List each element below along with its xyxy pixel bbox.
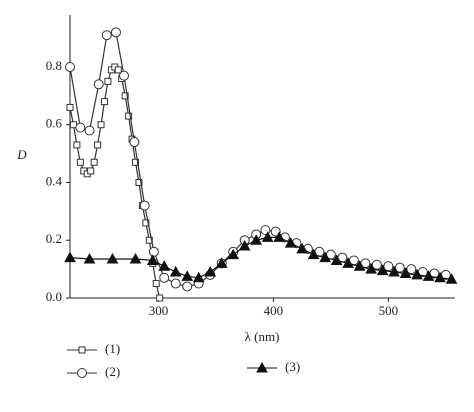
marker-triangle: [319, 251, 331, 263]
marker-triangle: [296, 242, 308, 254]
marker-circle: [170, 278, 181, 289]
marker-square: [73, 141, 81, 149]
marker-square: [97, 121, 105, 129]
marker-triangle: [376, 264, 389, 276]
legend-label: (2): [105, 364, 120, 379]
marker-square: [114, 66, 122, 74]
y-tick-label: 0.8: [46, 58, 62, 73]
marker-square: [145, 236, 153, 244]
marker-triangle: [129, 252, 142, 264]
series-line: [69, 31, 446, 288]
x-tick-label: 400: [264, 303, 284, 318]
marker-circle: [75, 122, 86, 133]
x-tick-label: 500: [379, 303, 399, 318]
marker-triangle: [445, 273, 458, 284]
marker-triangle: [273, 231, 286, 242]
marker-triangle: [353, 260, 366, 271]
marker-triangle: [388, 265, 400, 277]
marker-square: [142, 219, 150, 227]
marker-triangle: [365, 263, 377, 274]
legend-label: (1): [105, 341, 120, 356]
marker-triangle: [106, 252, 119, 264]
marker-triangle: [307, 248, 320, 260]
marker-triangle: [422, 270, 435, 281]
marker-circle: [65, 61, 75, 72]
marker-circle: [139, 200, 150, 211]
marker-triangle: [169, 265, 182, 277]
marker-square: [152, 280, 160, 288]
marker-triangle: [215, 257, 228, 268]
y-axis-label: D: [16, 147, 27, 162]
marker-square: [125, 112, 133, 120]
marker-circle: [129, 137, 140, 148]
marker-circle: [182, 281, 193, 292]
marker-square: [100, 98, 108, 106]
y-tick-label: 0.2: [46, 231, 62, 246]
marker-triangle: [238, 239, 251, 251]
marker-circle: [148, 246, 159, 257]
marker-square: [94, 141, 102, 149]
marker-circle: [110, 27, 121, 38]
marker-triangle: [250, 234, 263, 245]
marker-circle: [84, 125, 95, 136]
x-axis-label: λ (nm): [245, 329, 280, 344]
marker-square: [76, 158, 84, 166]
marker-triangle: [204, 265, 217, 277]
legend-label: (3): [285, 359, 300, 374]
marker-triangle: [399, 267, 412, 278]
marker-square: [104, 77, 112, 85]
y-tick-label: 0.4: [46, 173, 63, 188]
marker-triangle: [434, 271, 446, 283]
marker-triangle: [146, 254, 159, 265]
marker-circle: [119, 70, 130, 81]
marker-square: [135, 178, 143, 186]
marker-triangle: [181, 270, 194, 281]
marker-circle: [93, 79, 104, 90]
marker-triangle: [261, 231, 274, 242]
marker-triangle: [83, 252, 96, 264]
marker-square: [90, 158, 98, 166]
marker-square: [156, 294, 164, 302]
marker-triangle: [342, 257, 354, 268]
y-tick-label: 0.0: [46, 289, 62, 304]
x-tick-label: 300: [149, 303, 169, 318]
marker-triangle: [330, 254, 343, 265]
marker-circle: [159, 272, 170, 283]
marker-triangle: [411, 268, 423, 280]
marker-triangle: [256, 361, 268, 373]
marker-square: [121, 92, 129, 100]
marker-triangle: [158, 260, 171, 271]
marker-triangle: [227, 248, 240, 260]
marker-triangle: [284, 237, 297, 248]
marker-circle: [101, 30, 112, 41]
marker-square: [87, 167, 95, 175]
marker-square: [132, 158, 140, 166]
marker-square: [66, 103, 74, 111]
marker-triangle: [192, 271, 205, 283]
marker-square: [78, 346, 86, 354]
marker-circle: [77, 368, 87, 378]
marker-triangle: [64, 251, 76, 263]
y-tick-label: 0.6: [46, 116, 63, 131]
